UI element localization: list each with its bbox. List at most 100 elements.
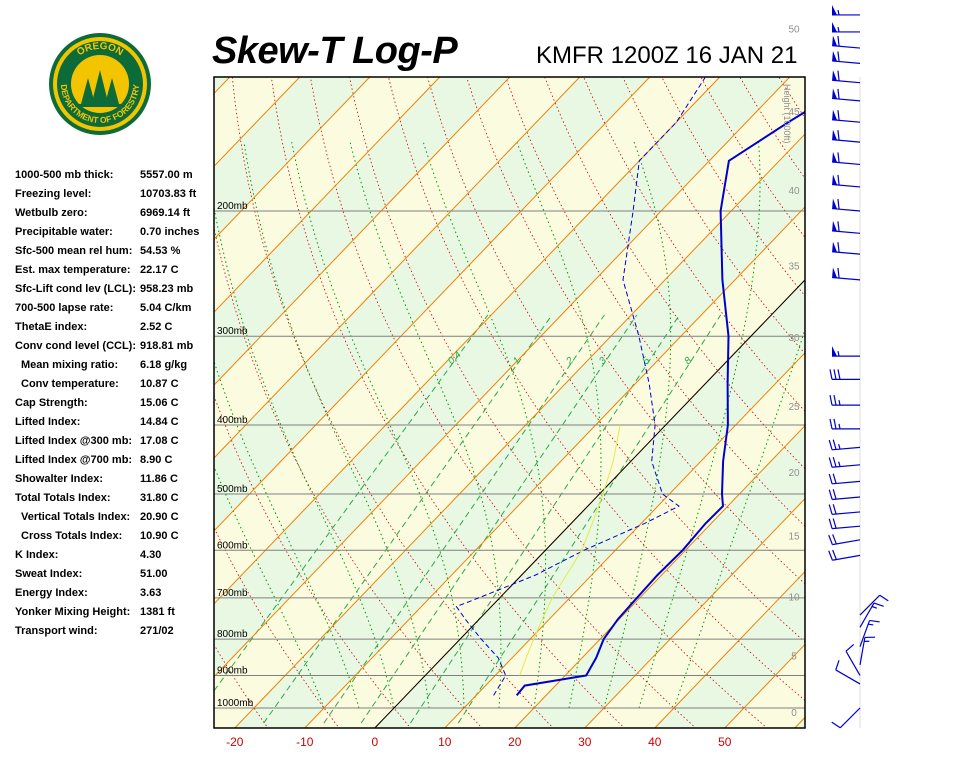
index-label: Vertical Totals Index:: [21, 511, 131, 523]
height-tick-label: 0: [791, 708, 797, 719]
logo-text-top: OREGON: [75, 41, 125, 58]
index-row: Sfc-500 mean rel hum: 54.53 %: [15, 245, 235, 264]
wind-barb-flag: [837, 110, 840, 121]
isotherm: [214, 77, 441, 313]
isotherm: [234, 133, 805, 728]
index-label: Mean mixing ratio:: [21, 359, 119, 371]
index-label: Yonker Mixing Height:: [15, 606, 131, 618]
wind-barb-shaft: [832, 119, 861, 123]
wind-barb-flag: [832, 518, 837, 529]
index-row: Precipitable water: 0.70 inches: [15, 226, 235, 245]
wind-barb-shaft: [839, 707, 861, 729]
temperature-tick-label: -20: [226, 735, 244, 749]
dry-adiabat: [896, 0, 960, 726]
mixing-ratio-line: [214, 314, 489, 692]
dry-adiabat: [790, 0, 960, 726]
isotherm: [0, 77, 20, 728]
wind-barb-flag: [835, 660, 840, 671]
index-label: Cross Totals Index:: [21, 530, 123, 542]
index-row: Total Totals Index: 31.80 C: [15, 492, 235, 511]
parcel-line: [519, 424, 621, 676]
pressure-label: 500mb: [217, 484, 248, 495]
index-row: Wetbulb zero: 6969.14 ft: [15, 207, 235, 226]
wind-barb-half-flag: [871, 605, 878, 609]
index-value: 54.53 %: [140, 245, 181, 257]
index-value: 0.70 inches: [140, 226, 200, 238]
mixing-ratio-label: 1: [511, 355, 523, 367]
zero-isotherm: [374, 279, 805, 728]
wind-barbs: [828, 4, 889, 729]
wind-barb-shaft: [832, 554, 861, 561]
wind-barb: [828, 518, 861, 530]
mixing-ratio-line: [457, 314, 722, 724]
wind-barb-shaft: [859, 594, 881, 616]
height-scale: 0 5 10 15 20 25 30 35 40 45 50 Height (1000ft): [782, 24, 800, 719]
index-value: 918.81 mb: [140, 340, 194, 352]
index-value: 5557.00 m: [140, 169, 193, 181]
index-row: ThetaE index: 2.52 C: [15, 321, 235, 340]
wind-barb: [832, 346, 860, 357]
wind-barb: [859, 602, 884, 628]
wind-barb-shaft: [832, 539, 861, 546]
wind-barb: [832, 129, 861, 143]
wind-barb: [832, 109, 861, 123]
moist-adiabat: [214, 465, 325, 709]
wind-barb-pennant: [832, 109, 838, 121]
height-tick-label: 45: [788, 107, 800, 118]
wind-barb-shaft: [832, 464, 861, 468]
tree-icon: [78, 70, 122, 107]
index-value: 2.52 C: [140, 321, 173, 333]
wind-barb-flag: [837, 152, 840, 163]
height-tick-label: 5: [791, 651, 797, 662]
index-label: ThetaE index:: [15, 321, 88, 333]
wind-barb-flag: [837, 70, 840, 81]
wind-barb-flag: [832, 534, 837, 545]
index-value: 31.80 C: [140, 492, 179, 504]
isobars: [214, 210, 805, 709]
mixing-ratio-line: [360, 314, 638, 724]
index-label: Lifted Index @700 mb:: [15, 454, 133, 466]
index-value: 11.86 C: [140, 473, 178, 485]
index-value: 15.06 C: [140, 397, 179, 409]
plot-frame: [213, 76, 806, 729]
temperature-tick-label: 0: [371, 735, 378, 749]
wind-barb: [832, 21, 860, 33]
wind-barb: [835, 660, 861, 685]
wind-barb: [831, 707, 861, 729]
wind-barb-flag: [828, 518, 833, 529]
wind-barb: [832, 267, 861, 281]
temperature-tick-label: 40: [648, 735, 662, 749]
wind-barb: [832, 88, 861, 102]
index-value: 10.90 C: [140, 530, 179, 542]
wind-barb-shaft: [832, 446, 861, 451]
wind-barb-shaft: [832, 139, 861, 143]
wind-barb-pennant: [832, 4, 837, 15]
index-value: 3.63: [140, 587, 162, 599]
wind-barb-flag: [837, 242, 840, 253]
wind-barb-flag: [869, 619, 880, 623]
wind-barb: [829, 369, 860, 380]
wind-barb-pennant: [832, 174, 838, 185]
chart-title: Skew-T Log-P: [212, 30, 458, 72]
wind-barb-flag: [828, 473, 833, 484]
wind-barb-flag: [845, 644, 855, 652]
index-row: Sfc-Lift cond lev (LCL): 958.23 mb: [15, 283, 235, 302]
index-value: 5.04 C/km: [140, 302, 192, 314]
wind-barb-pennant: [832, 220, 838, 232]
pressure-label: 900mb: [217, 665, 248, 676]
wind-barb: [859, 636, 876, 666]
wind-barb-flag: [879, 594, 889, 602]
plot-area: 0.4 1 2 3 5 8: [0, 0, 960, 728]
wind-barb-half-flag: [837, 26, 840, 33]
index-label: Sweat Index:: [15, 568, 83, 580]
wind-barb: [829, 394, 860, 406]
wind-barb: [828, 489, 861, 501]
isotherm-band: [0, 77, 90, 728]
temperature-tick-label: 10: [438, 735, 452, 749]
wind-barb-shaft: [832, 183, 861, 188]
wind-barb-flag: [837, 36, 840, 47]
wind-barb: [859, 619, 880, 647]
wind-barb-pennant: [832, 50, 838, 62]
dry-adiabat: [825, 0, 960, 726]
stability-indices-panel: 1000-500 mb thick: 5557.00 m Freezing leve…: [15, 169, 235, 644]
